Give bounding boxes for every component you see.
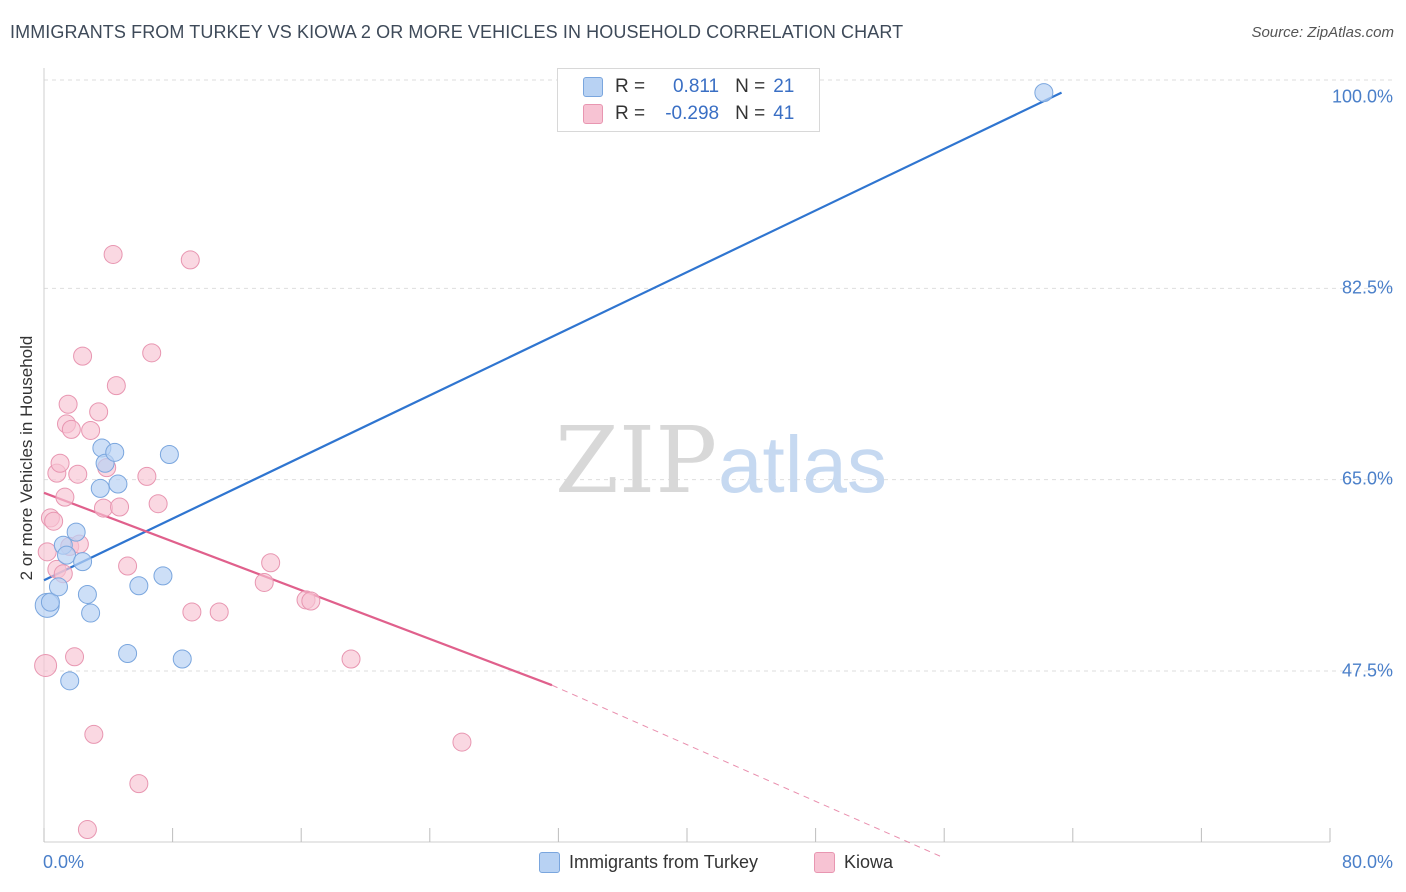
kiowa-point: [137, 466, 157, 486]
trend-lines: [43, 91, 1063, 859]
kiowa-point: [129, 774, 149, 794]
kiowa-point: [61, 419, 81, 439]
kiowa-trend-line: [43, 491, 553, 687]
x-tick-min: 0.0%: [43, 852, 85, 872]
legend-item-turkey: Immigrants from Turkey: [539, 852, 758, 873]
source-credit: Source: ZipAtlas.com: [1251, 24, 1394, 41]
turkey-n-value: 21: [773, 76, 795, 97]
turkey-point: [66, 522, 86, 542]
kiowa-point: [34, 654, 58, 678]
kiowa-point: [182, 602, 202, 622]
y-tick-65: 65.0%: [1341, 468, 1393, 489]
turkey-point: [81, 603, 101, 623]
kiowa-point: [81, 420, 101, 440]
kiowa-point: [180, 250, 200, 270]
kiowa-point: [106, 376, 126, 396]
kiowa-point: [73, 346, 93, 366]
kiowa-point: [209, 602, 229, 622]
turkey-point: [60, 671, 80, 691]
kiowa-n-label: N =: [735, 103, 766, 124]
kiowa-trend-extension: [551, 684, 945, 859]
legend-item-kiowa: Kiowa: [814, 852, 893, 873]
y-axis-label: 2 or more Vehicles in Household: [17, 335, 36, 581]
kiowa-point: [77, 820, 97, 840]
kiowa-point: [44, 511, 64, 531]
turkey-point: [1034, 83, 1054, 103]
kiowa-swatch: [583, 104, 603, 124]
kiowa-point: [142, 343, 162, 363]
turkey-point: [73, 552, 93, 572]
kiowa-point: [341, 649, 361, 669]
turkey-trend-line: [43, 91, 1063, 582]
turkey-point: [90, 478, 110, 498]
kiowa-point: [110, 497, 130, 517]
kiowa-point: [37, 542, 57, 562]
kiowa-point: [118, 556, 138, 576]
correlation-legend: R = 0.811 N = 21 R = -0.298 N = 41: [557, 68, 820, 132]
chart-title: IMMIGRANTS FROM TURKEY VS KIOWA 2 OR MOR…: [10, 22, 904, 42]
legend-turkey-swatch: [539, 852, 560, 873]
kiowa-point: [301, 591, 321, 611]
y-tick-100: 100.0%: [1331, 86, 1393, 107]
turkey-point: [159, 445, 179, 465]
kiowa-point: [89, 402, 109, 422]
kiowa-point: [55, 487, 75, 507]
data-points: [34, 83, 1054, 840]
kiowa-point: [93, 498, 113, 518]
legend-kiowa-label: Kiowa: [844, 852, 894, 872]
turkey-point: [129, 576, 149, 596]
y-tick-47-5: 47.5%: [1341, 660, 1393, 681]
legend-kiowa-swatch: [814, 852, 835, 873]
turkey-r-value: 0.811: [672, 76, 720, 97]
y-tick-82-5: 82.5%: [1341, 277, 1393, 298]
kiowa-point: [50, 453, 70, 473]
turkey-point: [57, 545, 77, 565]
watermark-atlas: atlas: [718, 420, 887, 509]
axes: [43, 68, 1331, 843]
legend-row-turkey: R = 0.811 N = 21: [583, 75, 794, 99]
turkey-point: [77, 584, 97, 604]
turkey-n-label: N =: [735, 76, 766, 97]
watermark: ZIP atlas: [555, 407, 887, 514]
turkey-r-label: R =: [615, 76, 646, 97]
kiowa-point: [452, 732, 472, 752]
legend-turkey-label: Immigrants from Turkey: [569, 852, 759, 872]
turkey-point: [108, 474, 128, 494]
kiowa-point: [65, 647, 85, 667]
kiowa-n-value: 41: [773, 103, 795, 124]
turkey-point: [172, 649, 192, 669]
kiowa-point: [261, 553, 281, 573]
turkey-point: [48, 577, 68, 597]
kiowa-r-label: R =: [615, 103, 646, 124]
x-tick-max: 80.0%: [1341, 852, 1393, 872]
kiowa-point: [68, 464, 88, 484]
watermark-zip: ZIP: [555, 407, 717, 514]
kiowa-point: [103, 244, 123, 264]
turkey-point: [118, 644, 138, 664]
kiowa-point: [58, 394, 78, 414]
kiowa-r-value: -0.298: [665, 103, 720, 124]
turkey-point: [153, 566, 173, 586]
turkey-point: [105, 442, 125, 462]
turkey-swatch: [583, 77, 603, 97]
legend-row-kiowa: R = -0.298 N = 41: [583, 102, 794, 126]
turkey-point: [40, 592, 60, 612]
kiowa-point: [84, 724, 104, 744]
kiowa-point: [148, 494, 168, 514]
kiowa-point: [254, 572, 274, 592]
gridlines: [44, 79, 1392, 672]
